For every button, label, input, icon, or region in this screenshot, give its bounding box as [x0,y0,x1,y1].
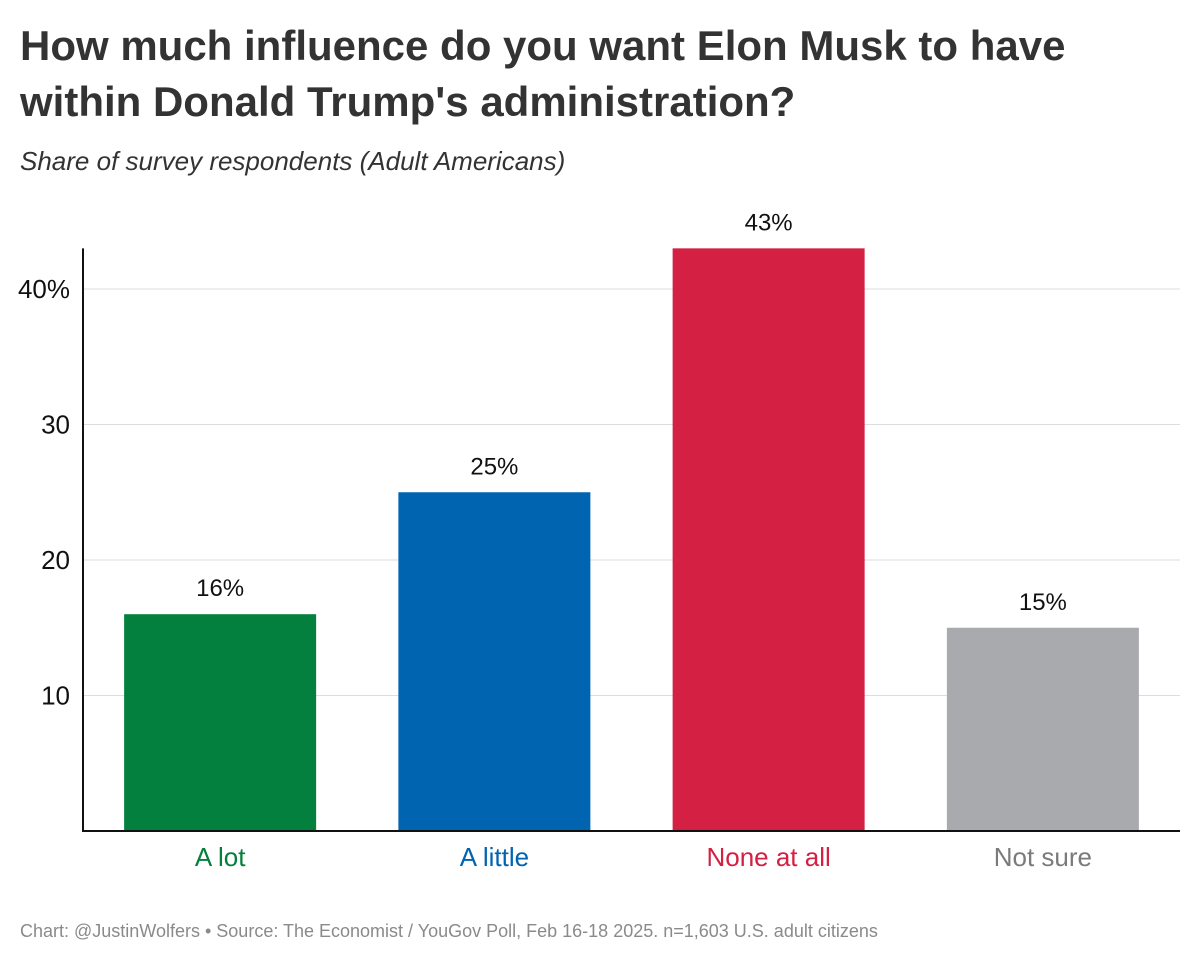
bar-not-sure [946,627,1139,831]
y-tick-label: 30 [41,410,70,440]
bar-none-at-all [672,248,865,832]
y-tick-label: 40% [18,274,70,304]
data-label: 15% [1019,589,1067,616]
axes [82,248,1180,832]
labels: 10 20 30 40% 16% A lot 25% A little 43% None at a… [18,209,1092,872]
data-label: 43% [745,209,793,236]
data-label: 16% [196,575,244,602]
bars [124,248,1139,832]
x-tick-label: Not sure [994,842,1092,872]
chart-title: How much influence do you want Elon Musk… [20,22,1066,125]
y-tick-label: 10 [41,681,70,711]
chart-source-note: Chart: @JustinWolfers • Source: The Econ… [20,921,878,941]
chart-subtitle: Share of survey respondents (Adult Ameri… [20,146,566,176]
x-tick-label: A lot [195,842,246,872]
x-tick-label: None at all [706,842,830,872]
bar-a-little [398,492,591,831]
x-tick-label: A little [460,842,529,872]
bar-a-lot [124,614,317,831]
y-tick-label: 20 [41,545,70,575]
data-label: 25% [470,453,518,480]
